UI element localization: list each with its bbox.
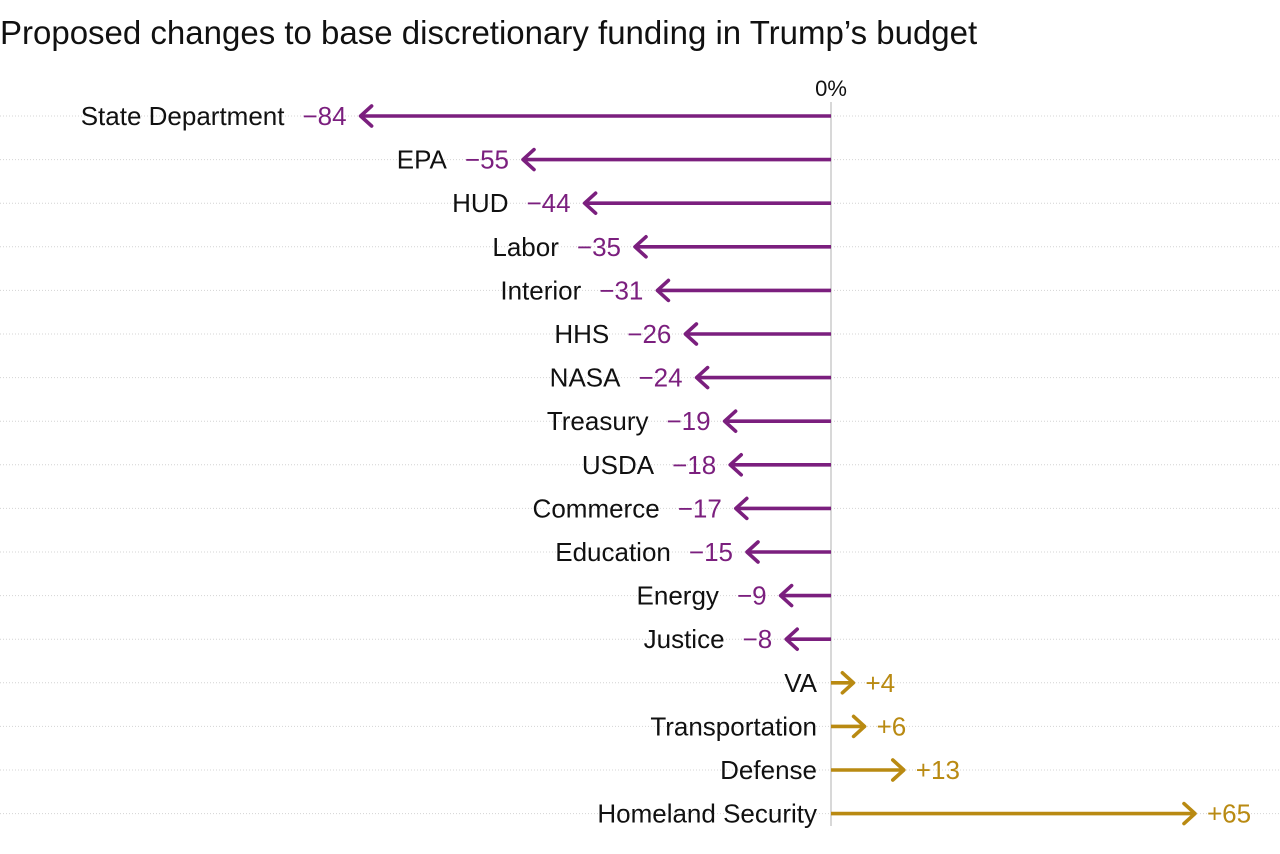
bar-transportation: +6 Transportation (650, 711, 906, 741)
category-label-state-department: State Department (81, 101, 286, 131)
bar-epa: −55 EPA (397, 145, 831, 175)
bar-justice: −8 Justice (644, 624, 831, 654)
category-label-education: Education (555, 537, 671, 567)
value-label-justice: −8 (743, 624, 773, 654)
value-label-treasury: −19 (666, 406, 710, 436)
category-label-transportation: Transportation (650, 711, 817, 741)
arrow-head-epa (521, 147, 536, 172)
bar-defense: +13 Defense (720, 755, 960, 785)
arrow-head-transportation (851, 714, 867, 739)
bar-labor: −35 Labor (492, 232, 831, 262)
bar-hud: −44 HUD (452, 188, 831, 218)
value-label-homeland-security: +65 (1207, 799, 1251, 829)
category-label-va: VA (784, 668, 817, 698)
value-label-defense: +13 (916, 755, 960, 785)
arrow-head-treasury (722, 409, 738, 433)
bar-homeland-security: +65 Homeland Security (597, 799, 1251, 829)
value-label-energy: −9 (737, 581, 767, 611)
bar-commerce: −17 Commerce (533, 493, 831, 523)
category-label-energy: Energy (637, 581, 719, 611)
category-label-interior: Interior (500, 275, 581, 305)
value-label-commerce: −17 (678, 493, 722, 523)
bar-state-department: −84 State Department (81, 101, 831, 131)
value-label-hhs: −26 (627, 319, 671, 349)
category-label-usda: USDA (582, 450, 655, 480)
value-label-state-department: −84 (302, 101, 346, 131)
value-label-labor: −35 (577, 232, 621, 262)
bar-interior: −31 Interior (500, 275, 831, 305)
category-label-treasury: Treasury (547, 406, 649, 436)
category-label-justice: Justice (644, 624, 725, 654)
category-label-hud: HUD (452, 188, 508, 218)
value-label-transportation: +6 (877, 711, 907, 741)
arrow-head-va (840, 671, 856, 695)
arrow-head-homeland-security (1182, 801, 1197, 826)
zero-axis-label: 0% (815, 76, 847, 101)
arrow-head-defense (891, 758, 906, 782)
arrow-head-hud (582, 191, 598, 215)
value-label-hud: −44 (526, 188, 570, 218)
value-label-usda: −18 (672, 450, 716, 480)
category-label-commerce: Commerce (533, 493, 660, 523)
arrow-head-education (745, 540, 760, 564)
arrow-head-usda (728, 453, 743, 477)
value-label-va: +4 (865, 668, 895, 698)
bar-va: +4 VA (784, 668, 895, 698)
bar-treasury: −19 Treasury (547, 406, 831, 436)
bar-nasa: −24 NASA (550, 363, 831, 393)
arrow-head-interior (655, 278, 671, 303)
value-label-interior: −31 (599, 275, 643, 305)
category-label-labor: Labor (492, 232, 559, 262)
arrow-head-labor (633, 235, 648, 259)
arrow-head-justice (784, 627, 799, 651)
arrow-head-state-department (358, 104, 374, 128)
bar-energy: −9 Energy (637, 581, 831, 611)
value-label-epa: −55 (465, 145, 509, 175)
value-label-education: −15 (689, 537, 733, 567)
category-label-hhs: HHS (554, 319, 609, 349)
chart-title: Proposed changes to base discretionary f… (0, 14, 978, 51)
bar-hhs: −26 HHS (554, 319, 831, 349)
bar-usda: −18 USDA (582, 450, 831, 480)
arrow-head-hhs (683, 322, 699, 346)
category-label-defense: Defense (720, 755, 817, 785)
bar-education: −15 Education (555, 537, 831, 567)
category-label-nasa: NASA (550, 363, 621, 393)
arrow-head-nasa (694, 365, 710, 390)
value-label-nasa: −24 (638, 363, 682, 393)
arrow-head-energy (778, 583, 794, 608)
arrow-head-commerce (734, 496, 749, 521)
category-label-homeland-security: Homeland Security (597, 799, 817, 829)
category-label-epa: EPA (397, 145, 448, 175)
